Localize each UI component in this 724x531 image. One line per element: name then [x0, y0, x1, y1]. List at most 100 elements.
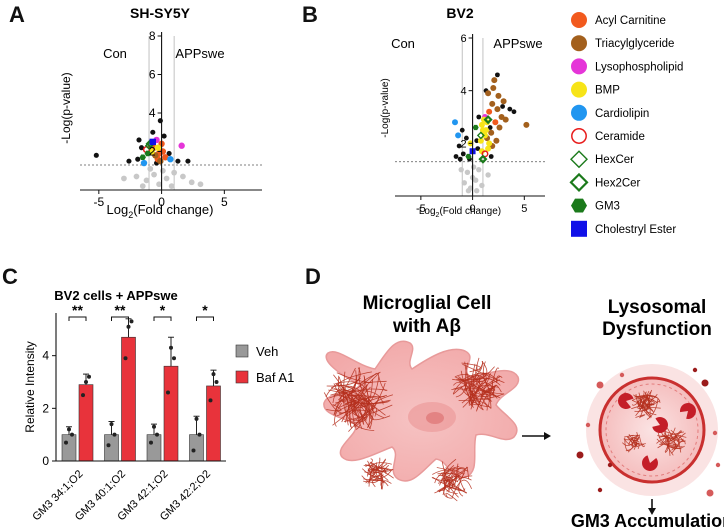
lipid-class-legend: Acyl Carnitine Triacylglyceride Lysophosph…: [569, 12, 683, 237]
point-other: [488, 154, 494, 159]
point-acyl-carnitine: [571, 12, 587, 28]
point-gm3: [571, 198, 587, 213]
hydrolase-enzyme: [642, 455, 658, 471]
point-other: [463, 135, 469, 141]
point-other: [138, 145, 145, 151]
amyloid-beta-cluster: [431, 458, 473, 502]
y-tick-label: 8: [149, 29, 156, 43]
point-bmp: [482, 132, 488, 139]
chart-title: BV2: [446, 5, 473, 21]
point-triacylglyceride: [496, 124, 503, 131]
significance-bracket: [153, 316, 172, 321]
point-nonsignificant: [461, 180, 468, 186]
point-cardiolipin: [455, 132, 462, 139]
point-other: [475, 146, 481, 152]
point-bmp: [485, 145, 492, 152]
legend-label: BMP: [595, 85, 620, 97]
bar-chart-gm3: BV2 cells + APPswe Relative Intensity **…: [23, 288, 294, 523]
left-group-label: Con: [391, 36, 415, 51]
point-bmp: [154, 144, 162, 151]
point-hex2cer: [483, 115, 493, 125]
point-hex2cer: [478, 154, 488, 164]
point-triacylglyceride: [489, 100, 496, 107]
replicate-point: [87, 374, 91, 379]
point-ceramide: [571, 128, 587, 144]
point-other: [135, 156, 141, 162]
replicate-point: [155, 432, 159, 437]
point-triacylglyceride: [491, 77, 498, 84]
microglia-title-line2: with Aβ: [392, 316, 461, 337]
vesicle-dot: [597, 487, 603, 493]
y-tick-label: 2: [42, 401, 49, 415]
point-hexcer: [476, 131, 485, 140]
replicate-point: [194, 416, 199, 421]
replicate-point: [106, 443, 111, 448]
point-nonsignificant: [121, 175, 127, 182]
vesicle-dot: [576, 451, 584, 459]
vesicle-dot: [692, 367, 698, 373]
replicate-point: [64, 440, 68, 445]
legend-label: Baf A1: [256, 370, 294, 385]
y-axis-label: -Log(p-value): [59, 72, 73, 143]
panel-letter-c: C: [2, 264, 18, 289]
x-tick-label: -5: [93, 195, 104, 209]
point-triacylglyceride: [571, 35, 587, 52]
vesicle-dot: [596, 381, 604, 389]
replicate-point: [129, 319, 134, 324]
legend-label: Cardiolipin: [595, 108, 649, 120]
vesicle-dot: [715, 462, 721, 468]
legend-label: Cholestryl Ester: [595, 224, 676, 236]
chart-title: SH-SY5Y: [130, 5, 191, 21]
point-nonsignificant: [197, 181, 204, 188]
point-nonsignificant: [168, 183, 175, 190]
point-nonsignificant: [171, 169, 178, 176]
replicate-point: [149, 440, 153, 445]
x-tick-label: 5: [221, 195, 228, 209]
point-acyl-carnitine: [486, 108, 493, 115]
x-tick-label: 0: [470, 203, 476, 215]
right-group-label: APPswe: [175, 46, 224, 61]
panel-letter-b: B: [302, 2, 318, 27]
y-tick-label: 0: [42, 454, 49, 468]
point-nonsignificant: [139, 183, 146, 190]
point-other: [500, 104, 505, 109]
point-nonsignificant: [151, 171, 157, 178]
legend-item-lysophospholipid: Lysophospholipid: [571, 58, 683, 75]
y-tick-label: 4: [460, 86, 466, 98]
x-axis-label: Log2(Fold change): [107, 202, 214, 220]
point-other: [161, 133, 167, 139]
legend-label: Ceramide: [595, 131, 645, 143]
amyloid-beta-cluster: [622, 431, 646, 453]
bar-baf-a1: [206, 385, 221, 462]
point-other: [166, 150, 172, 156]
point-other: [185, 158, 191, 164]
legend-item-triacylglyceride: Triacylglyceride: [571, 35, 674, 52]
arrow-down-head: [648, 508, 656, 515]
point-triacylglyceride: [493, 137, 500, 144]
hydrolase-enzyme: [618, 393, 634, 409]
x-tick-label: 0: [158, 195, 165, 209]
x-tick-label: 5: [521, 203, 527, 215]
point-nonsignificant: [180, 173, 186, 180]
significance-label: **: [72, 302, 83, 318]
replicate-point: [84, 380, 88, 384]
point-cardiolipin: [452, 119, 458, 126]
legend-label: Veh: [256, 344, 278, 359]
point-other: [136, 137, 142, 143]
legend-item-ceramide: Ceramide: [571, 128, 645, 144]
replicate-point: [123, 356, 128, 361]
vesicle-dot: [712, 430, 718, 436]
point-other: [511, 109, 517, 115]
right-group-label: APPswe: [493, 36, 542, 51]
significance-bracket: [68, 316, 87, 321]
hydrolase-enzyme: [680, 403, 696, 419]
legend-item-cholestryl-ester: Cholestryl Ester: [571, 220, 676, 237]
legend-item-gm3: GM3: [571, 198, 620, 213]
point-bmp: [478, 121, 485, 128]
point-triacylglyceride: [485, 90, 492, 97]
point-cardiolipin: [167, 156, 174, 163]
left-group-label: Con: [103, 46, 127, 61]
point-lysophospholipid: [571, 58, 587, 75]
point-triacylglyceride: [157, 157, 164, 165]
replicate-point: [169, 345, 173, 350]
